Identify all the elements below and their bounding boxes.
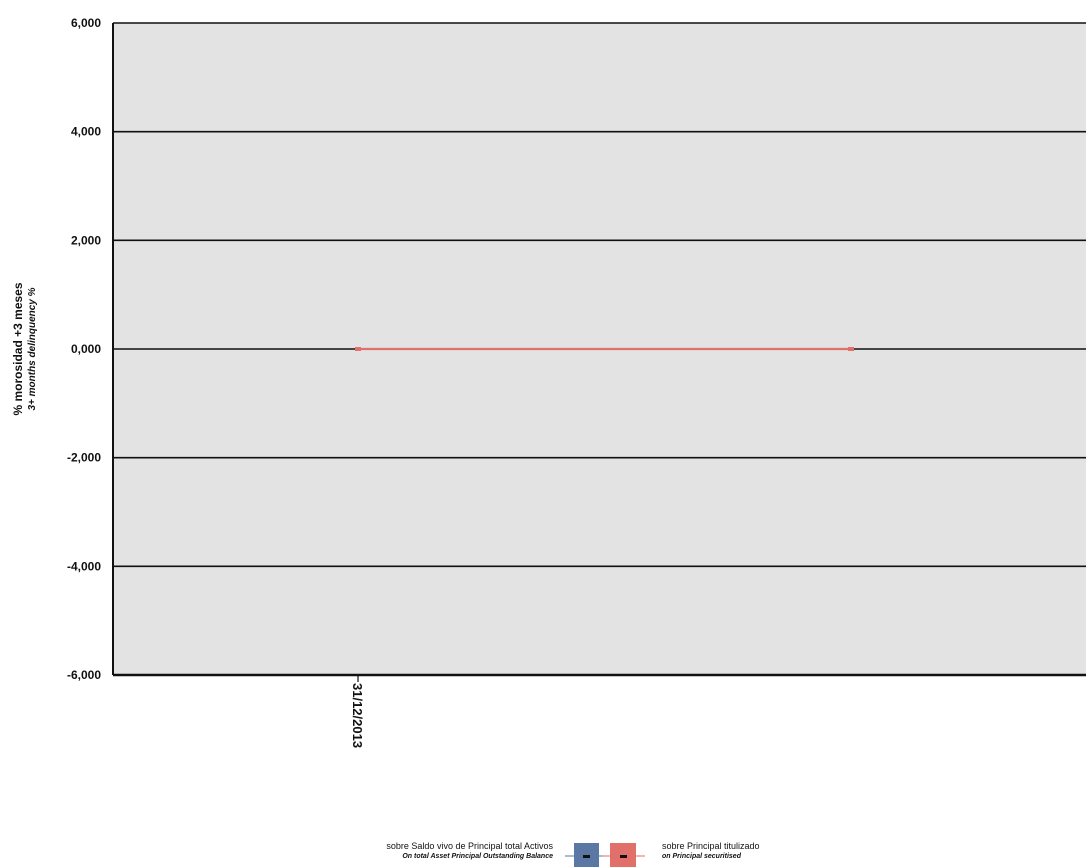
legend: sobre Saldo vivo de Principal total Acti…	[386, 841, 760, 867]
data-point	[848, 347, 854, 351]
legend-series-1-label: sobre Saldo vivo de Principal total Acti…	[386, 841, 553, 851]
x-tick-labels: 31/12/2013	[350, 675, 365, 748]
legend-series-2-sublabel: on Principal securitised	[662, 853, 742, 860]
legend-series-1-marker	[583, 855, 590, 858]
y-tick-label: 6,000	[71, 16, 101, 30]
y-axis-title: % morosidad +3 meses	[11, 282, 25, 415]
series-group	[355, 347, 854, 351]
y-tick-label: 2,000	[71, 233, 101, 247]
gridlines	[113, 22, 1086, 677]
y-tick-labels: 6,000 4,000 2,000 0,000 -2,000 -4,000 -6,000	[67, 16, 101, 682]
y-axis-subtitle: 3+ months delinquency %	[27, 287, 38, 410]
y-tick-label: 4,000	[71, 125, 101, 139]
x-tick-label: 31/12/2013	[350, 683, 365, 748]
legend-series-1-sublabel: On total Asset Principal Outstanding Bal…	[402, 853, 553, 860]
legend-series-2-label: sobre Principal titulizado	[662, 841, 760, 851]
y-tick-label: 0,000	[71, 342, 101, 356]
y-tick-label: -4,000	[67, 559, 101, 573]
y-tick-label: -6,000	[67, 668, 101, 682]
data-point	[355, 347, 361, 351]
legend-series-2-marker	[620, 855, 627, 858]
y-tick-label: -2,000	[67, 451, 101, 465]
